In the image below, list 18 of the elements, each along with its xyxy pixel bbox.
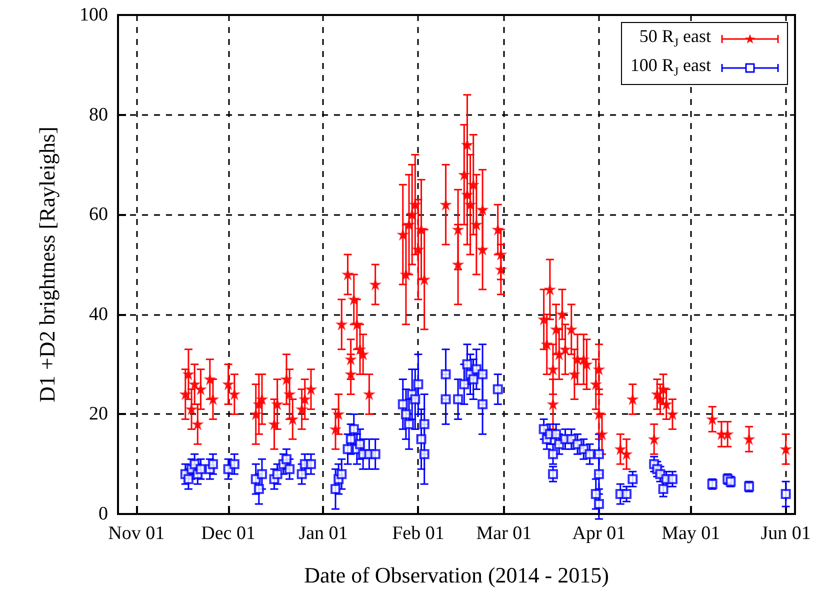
x-tick-label: Apr 01 xyxy=(572,523,626,544)
y-tick-label: 60 xyxy=(89,204,108,226)
x-axis-title: Date of Observation (2014 - 2015) xyxy=(304,562,609,588)
x-tick-label: Jun 01 xyxy=(760,523,811,544)
x-tick-label: Dec 01 xyxy=(201,523,256,544)
x-tick-label: Jan 01 xyxy=(298,523,348,544)
x-tick-label: Feb 01 xyxy=(392,523,444,544)
x-tick-label: May 01 xyxy=(662,523,720,544)
x-tick-label: Mar 01 xyxy=(476,523,532,544)
y-tick-label: 80 xyxy=(89,104,108,126)
y-tick-label: 20 xyxy=(89,404,108,425)
legend-label: 50 R$_{J}$ east xyxy=(639,25,711,52)
legend-label: 100 R$_{J}$ east xyxy=(630,54,711,80)
x-tick-label: Nov 01 xyxy=(108,523,165,544)
y-tick-label: 0 xyxy=(98,504,108,524)
y-tick-label: 100 xyxy=(80,4,108,26)
y-axis-title: D1 +D2 brightness [Rayleighs] xyxy=(34,126,60,402)
y-tick-label: 40 xyxy=(89,304,108,325)
